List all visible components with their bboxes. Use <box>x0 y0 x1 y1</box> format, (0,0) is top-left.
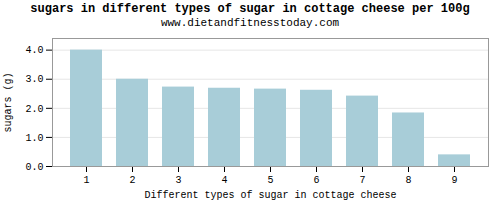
svg-text:4: 4 <box>221 175 227 186</box>
svg-text:2.0: 2.0 <box>25 104 43 115</box>
svg-text:8: 8 <box>405 175 411 186</box>
svg-text:3: 3 <box>175 175 181 186</box>
html-text:sugars in different types of s: sugars in different types of sugar in co… <box>30 2 470 16</box>
svg-text:2: 2 <box>129 175 135 186</box>
svg-text:9: 9 <box>451 175 457 186</box>
svg-text:1.0: 1.0 <box>25 133 43 144</box>
svg-text:4.0: 4.0 <box>25 45 43 56</box>
svg-text:Different types of sugar in co: Different types of sugar in cottage chee… <box>144 190 396 200</box>
svg-text:3.0: 3.0 <box>25 74 43 85</box>
svg-text:7: 7 <box>359 175 365 186</box>
html-text:www.dietandfitnesstoday.com: www.dietandfitnesstoday.com <box>160 17 340 29</box>
svg-text:6: 6 <box>313 175 319 186</box>
svg-text:1: 1 <box>83 175 89 186</box>
svg-text:5: 5 <box>267 175 273 186</box>
svg-text:0.0: 0.0 <box>25 162 43 173</box>
svg-text:sugars (g): sugars (g) <box>3 72 14 132</box>
